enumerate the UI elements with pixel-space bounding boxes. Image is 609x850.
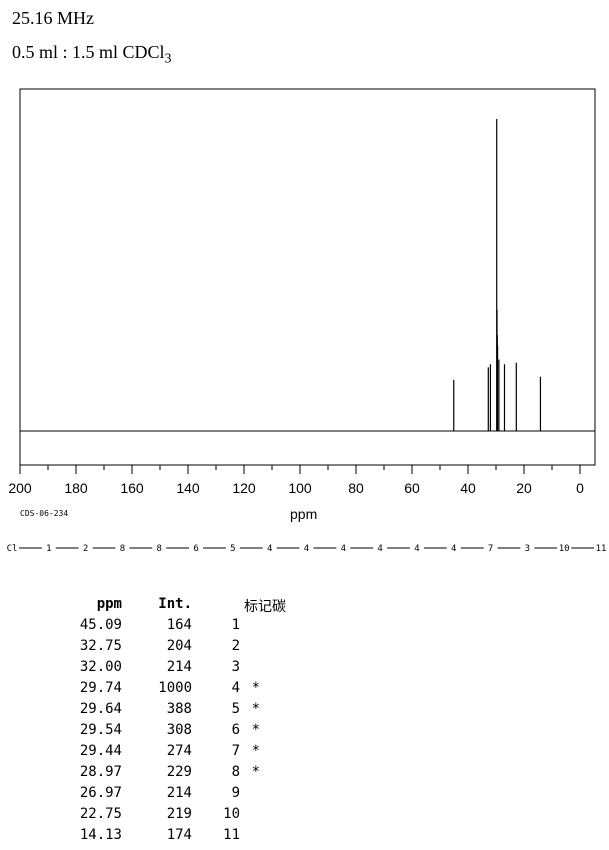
nmr-spectrum-chart: 200 180 160 140 120 100 80 60 40 20 0 Cl 1 2 8 8 6 5 4 4 4 4…	[7, 88, 607, 554]
x-tick-label: 200	[8, 480, 32, 496]
table-row: 14.13 174 11	[58, 825, 260, 846]
chain-atom-label: 3	[525, 544, 530, 554]
chain-atom-label: 5	[230, 544, 235, 554]
cell-int: 214	[166, 785, 192, 801]
cell-label: 4	[231, 680, 240, 696]
chain-atom-label: 6	[193, 544, 198, 554]
cell-mark: *	[251, 701, 260, 717]
frequency-label: 25.16 MHz	[12, 8, 94, 28]
cell-label: 7	[231, 743, 240, 759]
cell-ppm: 29.64	[79, 701, 122, 717]
x-tick-label: 140	[176, 480, 200, 496]
structure-chain: Cl 1 2 8 8 6 5 4 4 4 4 4 4 7 3 10 11	[7, 544, 607, 554]
chain-atom-label: 11	[596, 544, 607, 554]
cell-mark	[240, 825, 260, 846]
cell-ppm: 45.09	[79, 617, 122, 633]
cell-label: 9	[231, 785, 240, 801]
cell-int: 388	[166, 701, 192, 717]
x-tick-label: 160	[120, 480, 144, 496]
table-row: 29.44 274 7 *	[58, 741, 260, 762]
spectrum-id: CDS-06-234	[20, 509, 69, 518]
cell-ppm: 29.44	[79, 743, 122, 759]
solvent-subscript: 3	[164, 51, 172, 67]
cell-int: 219	[166, 806, 192, 822]
x-tick-label: 60	[404, 480, 420, 496]
cell-label: 1	[231, 617, 240, 633]
cell-mark: *	[251, 764, 260, 780]
header-label: 标记碳	[244, 599, 286, 615]
cell-label: 11	[223, 827, 240, 843]
cell-int: 229	[166, 764, 192, 780]
solvent-main: 0.5 ml : 1.5 ml CDCl	[12, 42, 165, 62]
chain-atom-cl: Cl	[7, 544, 18, 554]
cell-int: 274	[166, 743, 192, 759]
x-tick-label: 20	[516, 480, 532, 496]
peaks-group	[453, 119, 542, 431]
plot-frame	[19, 88, 596, 466]
table-row: 29.54 308 6 *	[58, 720, 260, 741]
table-row: 28.97 229 8 *	[58, 762, 260, 783]
cell-ppm: 29.74	[79, 680, 122, 696]
cell-mark: *	[251, 743, 260, 759]
cell-label: 8	[231, 764, 240, 780]
chain-atom-label: 4	[341, 544, 346, 554]
header-int: Int.	[158, 596, 192, 612]
cell-mark	[240, 636, 260, 657]
x-tick-label: 100	[288, 480, 312, 496]
table-row: 22.75 219 10	[58, 804, 260, 825]
cell-label: 6	[231, 722, 240, 738]
header-ppm: ppm	[96, 596, 122, 612]
cell-int: 204	[166, 638, 192, 654]
table-header-row: ppm Int.	[58, 594, 260, 615]
cell-ppm: 22.75	[79, 806, 122, 822]
cell-int: 214	[166, 659, 192, 675]
chain-atom-label: 1	[46, 544, 51, 554]
solvent-label: 0.5 ml : 1.5 ml CDCl3	[12, 42, 172, 68]
chain-atom-label: 7	[488, 544, 493, 554]
cell-int: 164	[166, 617, 192, 633]
cell-label: 3	[231, 659, 240, 675]
cell-ppm: 29.54	[79, 722, 122, 738]
peak-table: ppm Int. 45.09 164 1 32.75 204 2 32.00 214 3 29.7…	[58, 594, 260, 846]
table-row: 29.64 388 5 *	[58, 699, 260, 720]
chain-atom-label: 4	[451, 544, 456, 554]
chain-atom-label: 4	[267, 544, 272, 554]
chain-atom-label: 4	[414, 544, 419, 554]
chain-atom-label: 10	[559, 544, 570, 554]
cell-ppm: 14.13	[79, 827, 122, 843]
table-row: 32.00 214 3	[58, 657, 260, 678]
table-row: 29.74 1000 4 *	[58, 678, 260, 699]
cell-label: 5	[231, 701, 240, 717]
table-row: 26.97 214 9	[58, 783, 260, 804]
cell-mark	[240, 783, 260, 804]
chain-atom-label: 8	[157, 544, 162, 554]
cell-mark: *	[251, 680, 260, 696]
x-tick-label: 80	[348, 480, 364, 496]
cell-mark	[240, 657, 260, 678]
chain-atom-label: 4	[377, 544, 382, 554]
cell-ppm: 32.75	[79, 638, 122, 654]
cell-mark	[240, 804, 260, 825]
cell-ppm: 32.00	[79, 659, 122, 675]
cell-int: 174	[166, 827, 192, 843]
cell-mark	[240, 615, 260, 636]
x-tick-label: 0	[576, 480, 584, 496]
x-tick-label: 120	[232, 480, 256, 496]
chain-atom-label: 4	[304, 544, 309, 554]
cell-int: 308	[166, 722, 192, 738]
table-row: 32.75 204 2	[58, 636, 260, 657]
chain-atom-label: 2	[83, 544, 88, 554]
cell-label: 2	[231, 638, 240, 654]
x-tick-label: 40	[460, 480, 476, 496]
chain-atom-label: 8	[120, 544, 125, 554]
cell-ppm: 26.97	[79, 785, 122, 801]
x-tick-label: 180	[64, 480, 88, 496]
cell-ppm: 28.97	[79, 764, 122, 780]
cell-int: 1000	[158, 680, 192, 696]
x-axis-ticks: 200 180 160 140 120 100 80 60 40 20 0	[8, 465, 584, 496]
x-axis-label: ppm	[290, 506, 318, 522]
cell-label: 10	[223, 806, 240, 822]
cell-mark: *	[251, 722, 260, 738]
table-row: 45.09 164 1	[58, 615, 260, 636]
